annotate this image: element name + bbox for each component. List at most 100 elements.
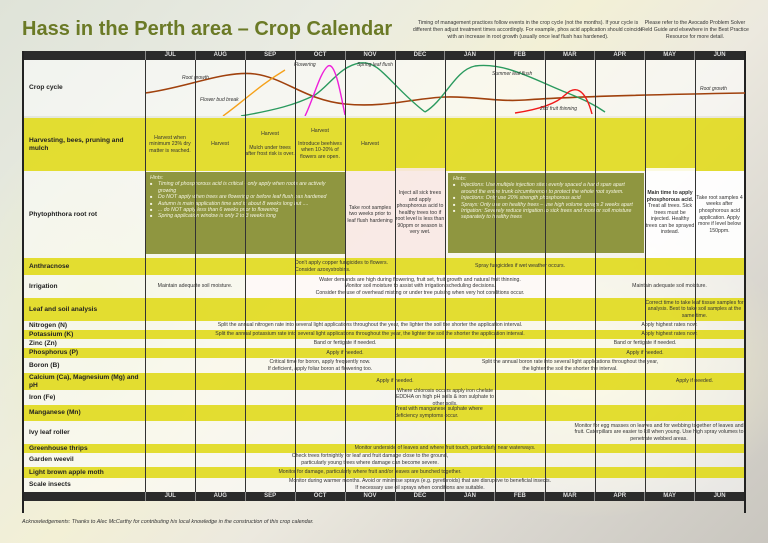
row-label: Potassium (K) — [29, 330, 74, 338]
row-potassium: Potassium (K) — [24, 330, 744, 339]
row-label: Anthracnose — [29, 262, 70, 270]
row-label: Zinc (Zn) — [29, 339, 57, 347]
anthracnose-oct: Don't apply copper fungicides to flowers… — [295, 259, 388, 273]
row-label: Boron (B) — [29, 361, 60, 369]
may-text: Treat all trees. Sick trees must be inje… — [645, 203, 695, 236]
month-apr: APR — [594, 492, 644, 501]
root-growth-curve — [145, 72, 745, 106]
row-label: Irrigation — [29, 282, 58, 290]
may-bold-text: Main time to apply phosphorous acid. — [646, 189, 694, 203]
row-boron: Boron (B) — [24, 358, 744, 373]
label-root-growth-2: Root growth — [700, 86, 727, 92]
hint-item: Injections: Use multiple injection sites… — [453, 182, 639, 195]
harvest-oct: Harvest Introduce beehives when 10-20% o… — [298, 127, 342, 160]
row-label: Phytophthora root rot — [29, 210, 98, 218]
divider — [595, 60, 596, 492]
month-sep: SEP — [244, 51, 295, 60]
row-label: Harvesting, bees, pruning and mulch — [29, 136, 124, 152]
divider — [195, 60, 196, 492]
divider — [345, 60, 346, 492]
row-label: Calcium (Ca), Magnesium (Mg) and pH — [29, 373, 139, 389]
row-ivy-leaf-roller: Ivy leaf roller — [24, 421, 744, 444]
weevil-text: Check trees fortnightly for leaf and fru… — [291, 453, 449, 466]
hint-item: Injections: Only use 20% strength phosph… — [453, 195, 639, 202]
month-sep: SEP — [244, 492, 295, 501]
month-aug: AUG — [194, 51, 245, 60]
lbam-text: Monitor for damage, particularly where f… — [278, 469, 462, 476]
month-header-bottom: JUL AUG SEP OCT NOV DEC JAN FEB MAR APR … — [24, 492, 744, 501]
month-aug: AUG — [194, 492, 245, 501]
divider — [395, 60, 396, 492]
ivy-text: Monitor for egg masses on leaves and for… — [574, 422, 744, 442]
potassium-main: Split the annual potassium rate into sev… — [215, 331, 525, 338]
spring-leaf-flush-curve — [240, 62, 426, 116]
month-dec: DEC — [394, 492, 445, 501]
month-jun: JUN — [694, 492, 744, 501]
row-crop-cycle: Crop cycle — [24, 60, 744, 116]
month-nov: NOV — [344, 492, 395, 501]
crop-cycle-chart — [145, 62, 745, 116]
row-light-brown-apple-moth: Light brown apple moth — [24, 467, 744, 478]
phytophthora-may: Main time to apply phosphorous acid. Tre… — [645, 168, 695, 258]
row-garden-weevil: Garden weevil — [24, 453, 744, 467]
scale-text: Monitor during warmer months. Avoid or m… — [289, 478, 551, 491]
row-label: Garden weevil — [29, 456, 74, 463]
row-label: Leaf and soil analysis — [29, 305, 98, 313]
phytophthora-dec: Inject all sick trees and apply phosphor… — [395, 168, 445, 258]
row-scale-insects: Scale insects — [24, 478, 744, 492]
label-flower-bud-break: Flower bud break — [200, 97, 239, 103]
row-calcium-magnesium-ph: Calcium (Ca), Magnesium (Mg) and pH — [24, 373, 744, 390]
harvest-sep: Harvest Mulch under trees after frost ri… — [245, 131, 295, 158]
month-feb: FEB — [494, 492, 544, 501]
row-nitrogen: Nitrogen (N) — [24, 321, 744, 330]
hint-item: Sprays: Only use on healthy trees – use … — [453, 202, 639, 209]
row-label: Greenhouse thrips — [29, 444, 88, 452]
row-label: Manganese (Mn) — [29, 409, 81, 416]
label-spring-leaf-flush: Spring leaf flush — [357, 62, 393, 68]
row-label: Iron (Fe) — [29, 393, 56, 401]
month-feb: FEB — [494, 51, 544, 60]
summer-leaf-flush-curve — [424, 64, 606, 113]
leaf-soil-may-jun: Correct time to take leaf tissue samples… — [645, 299, 744, 319]
reference-note: Please refer to the Avocado Problem Solv… — [641, 20, 749, 40]
irrigation-sep-mar: Water demands are high during flowering,… — [245, 275, 595, 298]
phytophthora-hints-2: Hints: Injections: Use multiple injectio… — [448, 173, 644, 253]
month-may: MAY — [644, 492, 694, 501]
row-phosphorus: Phosphorus (P) — [24, 348, 744, 358]
month-jan: JAN — [444, 492, 494, 501]
row-label: Crop cycle — [29, 84, 63, 91]
label-flowering: Flowering — [294, 62, 316, 68]
row-label: Scale insects — [29, 481, 71, 488]
divider — [495, 60, 496, 492]
fruit-thinning-curve — [514, 89, 593, 115]
harvest-aug: Harvest — [211, 141, 229, 148]
hint-item: Autumn is main application time and is a… — [150, 201, 340, 208]
row-manganese: Manganese (Mn) — [24, 405, 744, 421]
row-label: Phosphorus (P) — [29, 349, 79, 356]
hint-item: ... do NOT apply less than 6 weeks prior… — [150, 207, 340, 214]
nitrogen-main: Split the annual nitrogen rate into seve… — [217, 322, 523, 329]
divider — [295, 60, 296, 492]
hints-title: Hints: — [453, 176, 467, 182]
month-header-top: JUL AUG SEP OCT NOV DEC JAN FEB MAR APR … — [24, 51, 744, 60]
row-harvesting: Harvesting, bees, pruning and mulch — [24, 118, 744, 171]
month-oct: OCT — [294, 492, 345, 501]
divider — [645, 60, 646, 492]
month-apr: APR — [594, 51, 644, 60]
anthracnose-dec-mar: Spray fungicides if wet weather occurs. — [475, 263, 565, 270]
manganese-text: Treat with manganese sulphate where defi… — [395, 406, 483, 419]
month-mar: MAR — [544, 51, 594, 60]
hint-item: Spring application window is only 2 to 3… — [150, 213, 340, 220]
label-fruit-thinning: 2nd fruit thinning — [540, 106, 577, 112]
crop-calendar-grid: JUL AUG SEP OCT NOV DEC JAN FEB MAR APR … — [22, 51, 746, 513]
harvest-jul: Harvest when minimum 23% dry matter is r… — [149, 134, 191, 154]
phytophthora-jun: Take root samples 4 weeks after phosphor… — [695, 171, 744, 258]
month-jan: JAN — [444, 51, 494, 60]
divider — [445, 60, 446, 492]
row-iron: Iron (Fe) — [24, 390, 744, 405]
row-greenhouse-thrips: Greenhouse thrips — [24, 444, 744, 453]
flowering-curve — [304, 65, 346, 116]
hint-item: Irrigation: Severely reduce irrigation t… — [453, 208, 639, 221]
row-label: Nitrogen (N) — [29, 321, 68, 329]
month-jul: JUL — [144, 51, 195, 60]
